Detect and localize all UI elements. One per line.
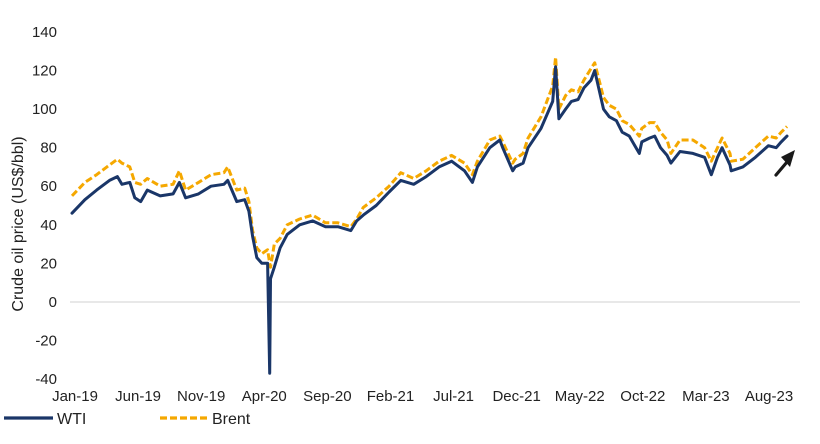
x-tick-label: Sep-20 <box>303 388 351 405</box>
x-tick-label: Mar-23 <box>682 388 730 405</box>
x-tick-label: Jun-19 <box>115 388 161 405</box>
x-tick-label: Jan-19 <box>52 388 98 405</box>
y-tick-label: 60 <box>40 178 57 195</box>
x-tick-label: Apr-20 <box>242 388 287 405</box>
x-axis-ticks: Jan-19 Jun-19 Nov-19 Apr-20 Sep-20 Feb-21 Jul-… <box>52 388 793 405</box>
arrow-annotation-icon <box>774 150 795 177</box>
y-tick-label: 0 <box>49 294 57 311</box>
y-axis-title: Crude oil price (US$/bbl) <box>10 136 27 311</box>
y-tick-label: 80 <box>40 140 57 157</box>
x-tick-label: Jul-21 <box>433 388 474 405</box>
y-tick-label: 100 <box>32 101 57 118</box>
y-axis-ticks: 140 120 100 80 60 40 20 0 -20 -40 <box>32 24 57 388</box>
series-layer <box>70 55 789 375</box>
x-tick-label: Nov-19 <box>177 388 225 405</box>
x-tick-label: Aug-23 <box>745 388 793 405</box>
x-tick-label: Feb-21 <box>367 388 415 405</box>
y-tick-label: 120 <box>32 63 57 80</box>
x-tick-label: Dec-21 <box>492 388 540 405</box>
legend: WTI Brent <box>4 411 251 428</box>
y-tick-label: 40 <box>40 217 57 234</box>
legend-label-brent: Brent <box>212 411 251 428</box>
x-tick-label: Oct-22 <box>620 388 665 405</box>
series-line-wti <box>70 65 789 375</box>
y-tick-label: -40 <box>35 371 57 388</box>
series-line-brent <box>70 55 789 269</box>
y-tick-label: -20 <box>35 332 57 349</box>
x-tick-label: May-22 <box>555 388 605 405</box>
legend-label-wti: WTI <box>57 411 86 428</box>
y-tick-label: 140 <box>32 24 57 41</box>
y-tick-label: 20 <box>40 255 57 272</box>
